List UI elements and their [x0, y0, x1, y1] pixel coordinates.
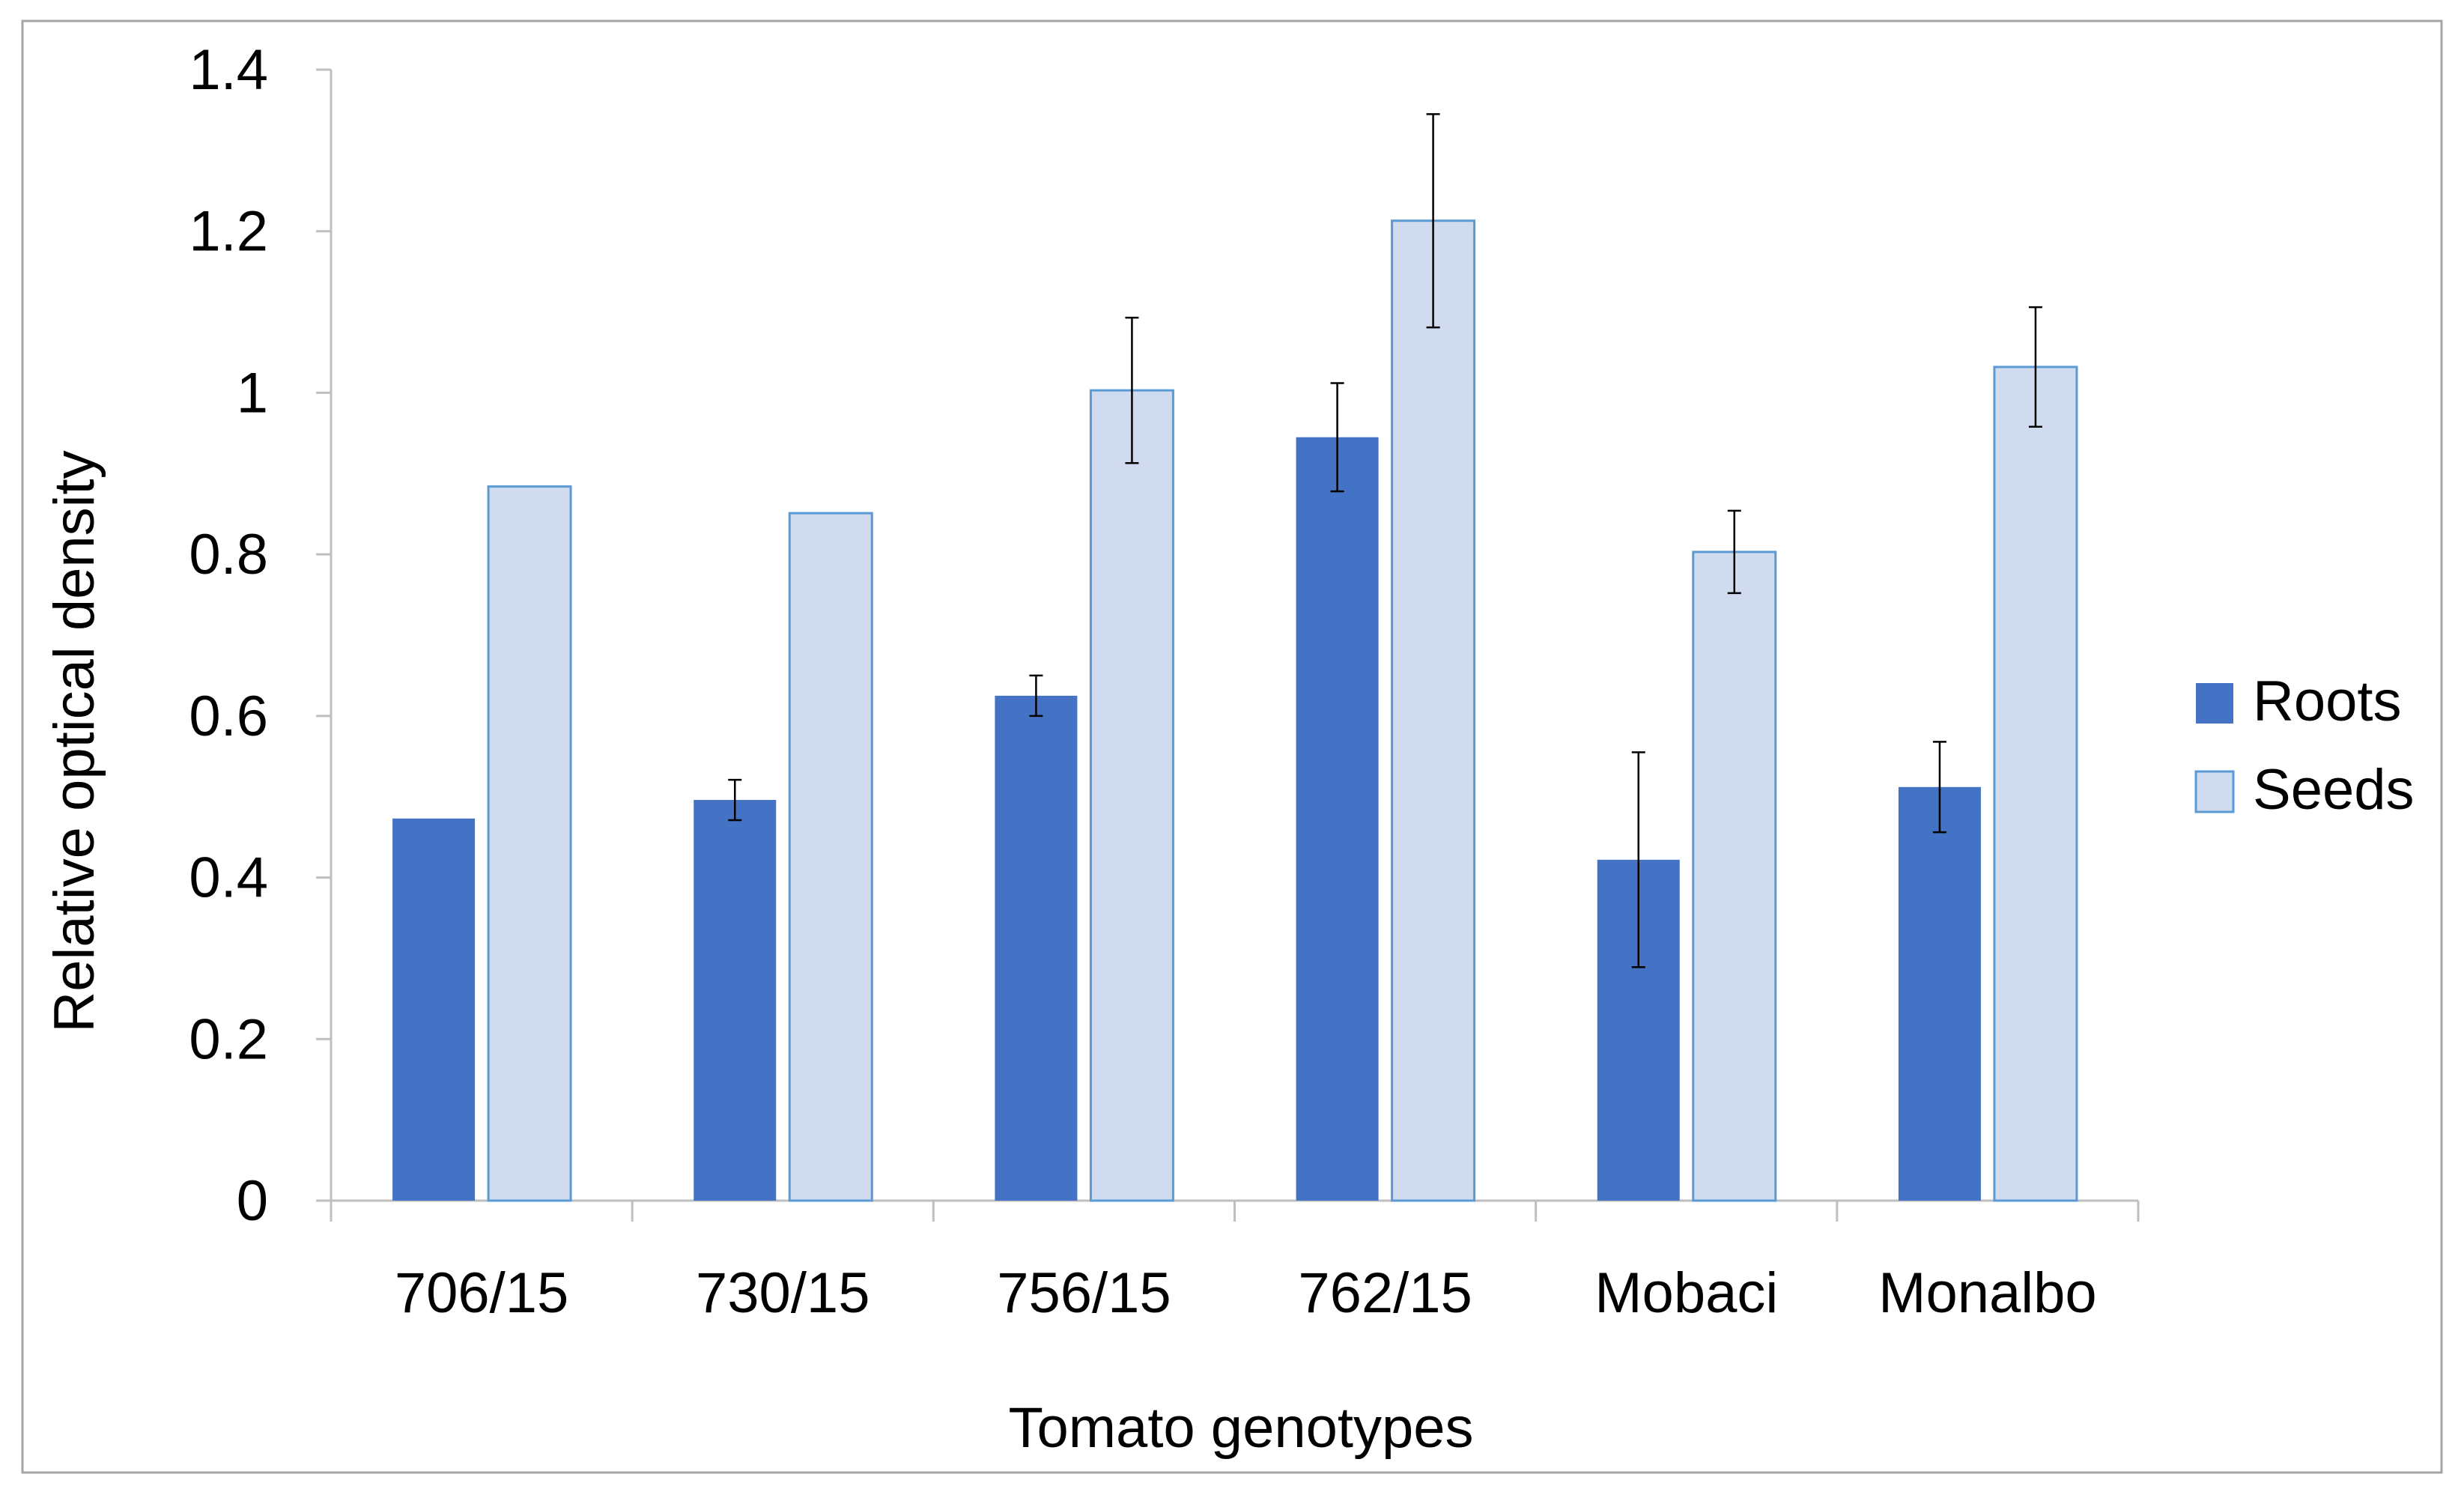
bar-roots [995, 695, 1078, 1201]
x-tick-label: 730/15 [696, 1261, 870, 1325]
legend-label-roots: Roots [2253, 670, 2402, 733]
x-axis-title: Tomato genotypes [1008, 1396, 1473, 1460]
y-tick-label: 1.4 [189, 38, 268, 102]
y-tick-label: 0.4 [189, 846, 268, 910]
bar-seeds [1993, 366, 2078, 1202]
x-tick-label: 756/15 [997, 1261, 1171, 1325]
bar-roots [694, 800, 777, 1201]
bar-seeds [1692, 551, 1777, 1202]
bar-roots [1296, 437, 1379, 1201]
bar-seeds [1089, 389, 1174, 1202]
bar-seeds [1391, 219, 1476, 1202]
y-tick-label: 0.6 [189, 685, 268, 748]
x-tick-label: Mobaci [1594, 1261, 1778, 1325]
y-tick-label: 1.2 [189, 200, 268, 264]
y-tick-label: 0 [237, 1169, 268, 1233]
x-tick-label: Monalbo [1878, 1261, 2097, 1325]
y-tick-label: 0.2 [189, 1007, 268, 1071]
y-axis-title: Relative optical density [43, 450, 106, 1032]
chart-border [21, 19, 2443, 1474]
bar-roots [1898, 786, 1981, 1201]
x-tick-label: 762/15 [1298, 1261, 1472, 1325]
bar-seeds [487, 485, 572, 1202]
y-tick-label: 1 [237, 361, 268, 425]
legend: Roots Seeds [2194, 670, 2415, 822]
bar-seeds [788, 512, 873, 1202]
legend-swatch-roots [2196, 683, 2233, 724]
legend-swatch-seeds [2194, 770, 2235, 813]
legend-label-seeds: Seeds [2253, 758, 2415, 822]
bar-roots [392, 818, 476, 1201]
plot-area: 0 0.2 0.4 0.6 0.8 1 1.2 1.4 706/15 730/15 756/15 76… [189, 38, 2140, 1325]
y-tick-label: 0.8 [189, 523, 268, 586]
x-tick-label: 706/15 [395, 1261, 568, 1325]
